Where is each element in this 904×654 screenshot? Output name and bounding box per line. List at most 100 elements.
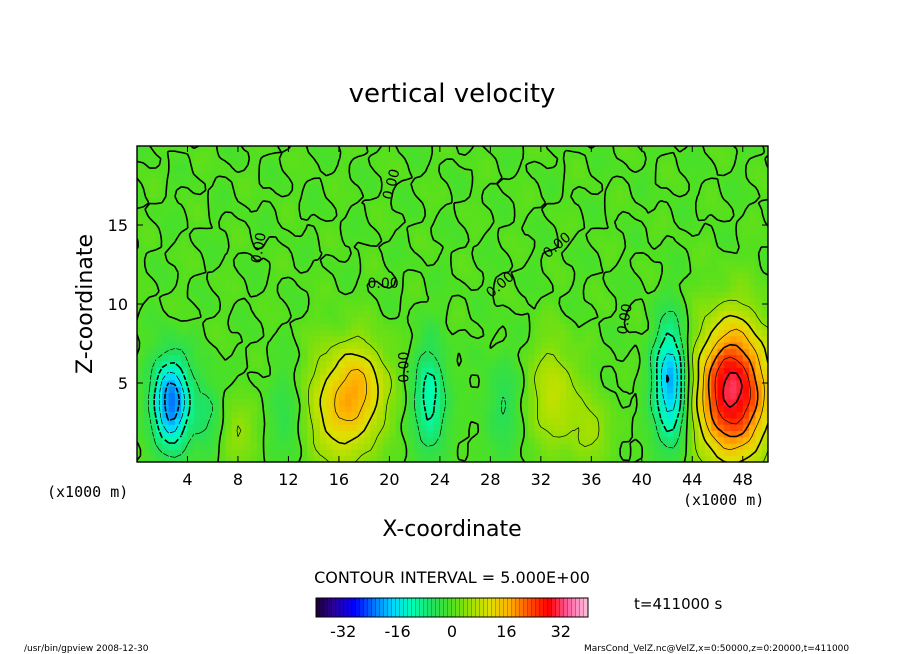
heat-cell — [294, 278, 302, 286]
heat-cell — [383, 297, 390, 305]
heat-cell — [477, 183, 485, 191]
heat-cell — [307, 455, 315, 462]
heat-cell — [502, 411, 510, 419]
heat-cell — [244, 164, 252, 172]
heat-cell — [376, 430, 384, 438]
heat-cell — [263, 405, 271, 413]
heat-cell — [534, 322, 542, 330]
heat-cell — [338, 329, 346, 337]
heat-cell — [749, 228, 756, 236]
heat-cell — [244, 215, 252, 223]
heat-cell — [414, 455, 422, 462]
heat-cell — [427, 436, 435, 444]
heat-cell — [446, 177, 454, 185]
heat-cell — [477, 164, 485, 172]
heat-cell — [654, 247, 662, 255]
heat-cell — [269, 272, 277, 280]
heat-cell — [414, 202, 422, 210]
heat-cell — [641, 253, 649, 261]
heat-cell — [174, 247, 182, 255]
heat-cell — [181, 455, 189, 462]
heat-cell — [206, 354, 214, 362]
heat-cell — [370, 354, 378, 362]
heat-cell — [559, 329, 567, 337]
heat-cell — [679, 392, 687, 400]
heat-cell — [433, 272, 441, 280]
heat-cell — [187, 455, 195, 462]
heat-cell — [137, 360, 144, 368]
heat-cell — [667, 316, 674, 324]
heat-cell — [484, 335, 491, 343]
heat-cell — [332, 253, 340, 261]
heat-cell — [648, 367, 656, 375]
heat-cell — [402, 304, 409, 311]
heat-cell — [704, 417, 712, 425]
heat-cell — [730, 405, 738, 413]
heat-cell — [439, 329, 447, 337]
heat-cell — [137, 436, 144, 444]
heat-cell — [673, 398, 681, 406]
heat-cell — [629, 183, 637, 191]
heat-cell — [137, 297, 144, 305]
heat-cell — [288, 443, 296, 450]
heat-cell — [641, 278, 649, 286]
heat-cell — [730, 247, 738, 255]
heat-cell — [137, 329, 144, 337]
heat-cell — [427, 310, 435, 318]
heat-cell — [219, 234, 226, 242]
heat-cell — [162, 329, 170, 337]
heat-cell — [585, 259, 592, 267]
heat-cell — [338, 291, 346, 299]
heat-cell — [667, 335, 674, 343]
heat-cell — [585, 177, 592, 185]
heat-cell — [496, 379, 504, 387]
heat-cell — [155, 209, 163, 217]
heat-cell — [250, 209, 258, 217]
heat-cell — [338, 310, 346, 318]
heat-cell — [566, 152, 573, 160]
heat-cell — [294, 177, 302, 185]
heat-cell — [193, 424, 201, 431]
heat-cell — [263, 304, 271, 311]
heat-cell — [206, 373, 214, 381]
heat-cell — [162, 367, 170, 375]
heat-cell — [749, 417, 756, 425]
heat-cell — [383, 424, 390, 431]
heat-cell — [345, 285, 353, 292]
heat-cell — [679, 183, 687, 191]
heat-cell — [553, 354, 561, 362]
heat-cell — [402, 373, 409, 381]
heat-cell — [370, 373, 378, 381]
heat-cell — [446, 202, 454, 210]
heat-cell — [420, 329, 428, 337]
heat-cell — [376, 183, 384, 191]
heat-cell — [155, 221, 163, 229]
heat-cell — [547, 152, 555, 160]
heat-cell — [420, 240, 428, 248]
heat-cell — [673, 335, 681, 343]
heat-cell — [282, 228, 290, 236]
heat-cell — [244, 304, 252, 311]
heat-cell — [692, 291, 700, 299]
heat-cell — [761, 272, 768, 280]
heat-cell — [345, 221, 353, 229]
heat-cell — [660, 196, 668, 204]
heat-cell — [755, 183, 763, 191]
heat-cell — [244, 436, 252, 444]
heat-cell — [667, 405, 674, 413]
heat-cell — [376, 196, 384, 204]
heat-cell — [345, 417, 353, 425]
heat-cell — [282, 304, 290, 311]
heat-cell — [553, 146, 561, 153]
heat-cell — [282, 291, 290, 299]
heat-cell — [534, 202, 542, 210]
heat-cell — [679, 152, 687, 160]
heat-cell — [515, 285, 523, 292]
heat-cell — [654, 379, 662, 387]
heat-cell — [471, 405, 479, 413]
heat-cell — [509, 373, 517, 381]
heat-cell — [559, 386, 567, 394]
heat-cell — [395, 297, 403, 305]
heat-cell — [301, 424, 308, 431]
heat-cell — [225, 247, 233, 255]
